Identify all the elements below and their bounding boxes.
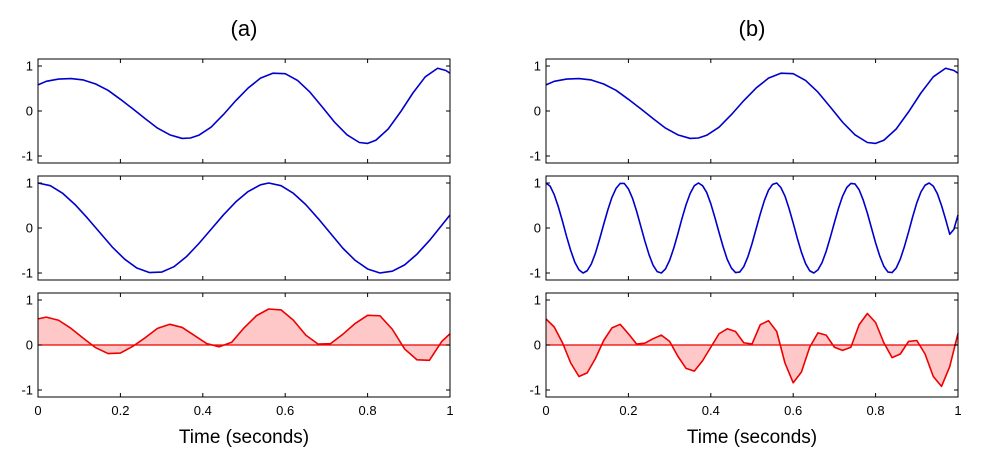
x-axis-label: Time (seconds) (687, 427, 817, 448)
subplot-signal: 1 0 -1 (21, 58, 451, 164)
subplot-basis: 1 0 -1 (529, 175, 959, 281)
x-tick-label: 0.4 (194, 403, 212, 418)
x-tick-label: 0.8 (867, 403, 885, 418)
y-tick-label: 0 (534, 221, 541, 236)
x-tick-label: 0.8 (359, 403, 377, 418)
x-axis-label: Time (seconds) (179, 427, 309, 448)
y-tick-label: 1 (534, 176, 541, 191)
y-tick-label: -1 (529, 383, 541, 398)
x-tick-label: 1 (954, 403, 961, 418)
y-tick-label: 1 (26, 176, 33, 191)
y-tick-label: 1 (26, 293, 33, 308)
series-line (37, 308, 451, 362)
axes-frame (545, 58, 959, 164)
fill-area (38, 309, 450, 361)
y-tick-label: -1 (21, 266, 33, 281)
panel-title: (b) (739, 16, 766, 41)
y-tick-label: 1 (534, 59, 541, 74)
x-tick-label: 0 (542, 403, 549, 418)
x-tick-label: 0.6 (784, 403, 802, 418)
y-tick-label: 1 (26, 59, 33, 74)
series-line (545, 312, 959, 388)
panel-title: (a) (231, 16, 258, 41)
y-tick-label: 0 (26, 104, 33, 119)
series-line (545, 182, 959, 274)
x-tick-label: 0.6 (276, 403, 294, 418)
subplot-basis: 1 0 -1 (21, 175, 451, 281)
x-tick-label: 0.4 (702, 403, 720, 418)
y-tick-label: -1 (529, 266, 541, 281)
subplot-signal: 1 0 -1 (529, 58, 959, 164)
axes-frame (37, 58, 451, 164)
fill-area (546, 313, 958, 387)
x-tick-label: 1 (446, 403, 453, 418)
y-tick-label: 0 (534, 338, 541, 353)
axes-frame (37, 175, 451, 281)
x-tick-label: 0 (34, 403, 41, 418)
subplot-product: 10-10 0.2 0.4 0.6 0.8 1 (529, 292, 962, 418)
y-tick-label: -1 (21, 149, 33, 164)
series-line (545, 67, 959, 145)
subplot-product: 10-10 0.2 0.4 0.6 0.8 1 (21, 292, 454, 418)
axes-frame (545, 175, 959, 281)
series-line (37, 67, 451, 145)
y-tick-label: 1 (534, 293, 541, 308)
x-tick-label: 0.2 (619, 403, 637, 418)
y-tick-label: 0 (26, 221, 33, 236)
y-tick-label: 0 (26, 338, 33, 353)
y-tick-label: -1 (21, 383, 33, 398)
series-line (37, 182, 451, 274)
x-tick-label: 0.2 (111, 403, 129, 418)
y-tick-label: 0 (534, 104, 541, 119)
y-tick-label: -1 (529, 149, 541, 164)
